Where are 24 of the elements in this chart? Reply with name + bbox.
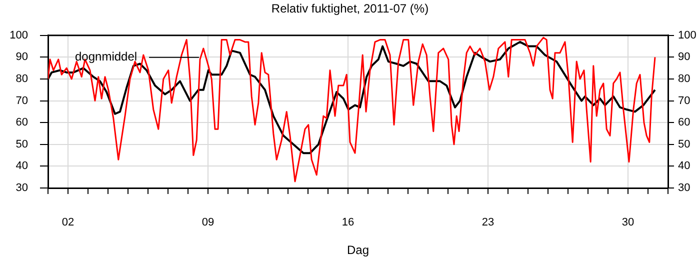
- legend-label: dognmiddel: [75, 50, 138, 64]
- y-tick-label: 100: [10, 29, 28, 42]
- y2-tick-label: 50: [678, 138, 690, 150]
- y-tick-label: 40: [16, 160, 28, 172]
- x-tick-label: 02: [62, 216, 74, 229]
- x-tick-label: 09: [202, 216, 214, 229]
- y-tick-label: 90: [16, 51, 28, 64]
- x-tick-label: 16: [342, 216, 354, 229]
- y2-tick-label: 100: [678, 29, 696, 42]
- y2-tick-label: 40: [678, 160, 690, 172]
- y-tick-label: 30: [16, 182, 28, 194]
- y-tick-label: 50: [16, 138, 28, 150]
- x-tick-label: 30: [622, 216, 634, 229]
- y-tick-label: 70: [16, 94, 28, 107]
- y2-tick-label: 80: [678, 73, 690, 86]
- x-tick-label: 23: [482, 216, 494, 229]
- y2-tick-label: 60: [678, 116, 690, 129]
- x-axis-title: Dag: [346, 243, 370, 258]
- chart-title: Relativ fuktighet, 2011-07 (%): [271, 2, 429, 16]
- y2-tick-label: 90: [678, 51, 690, 64]
- y2-tick-label: 30: [678, 182, 690, 194]
- y2-tick-label: 70: [678, 94, 690, 107]
- y-tick-label: 80: [16, 73, 28, 86]
- y-tick-label: 60: [16, 116, 28, 129]
